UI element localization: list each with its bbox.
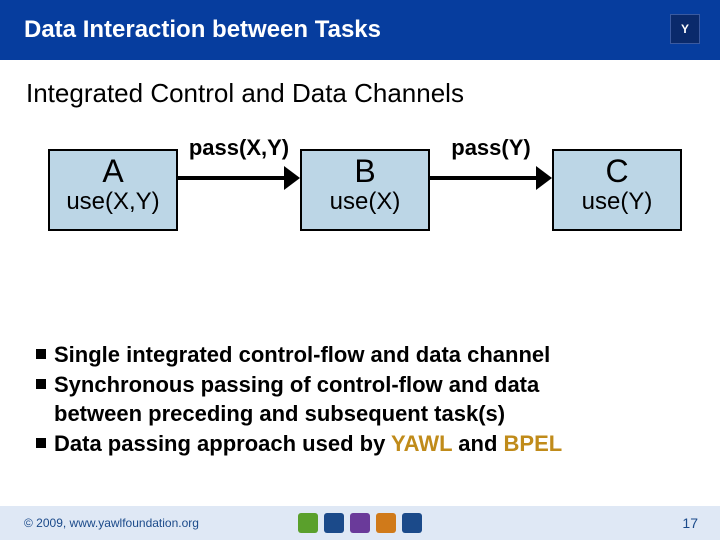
slide-subtitle: Integrated Control and Data Channels xyxy=(0,60,720,109)
node-name: A xyxy=(50,153,176,190)
node-a: Ause(X,Y) xyxy=(48,149,178,231)
node-use: use(Y) xyxy=(554,188,680,216)
edge-b-c: pass(Y) xyxy=(430,163,552,193)
bullet-line: Synchronous passing of control-flow and … xyxy=(36,370,690,400)
page-number: 17 xyxy=(682,515,698,531)
node-use: use(X) xyxy=(302,188,428,216)
slide: Data Interaction between Tasks Y Integra… xyxy=(0,0,720,540)
bullet-marker-icon xyxy=(36,438,46,448)
bullet-line: between preceding and subsequent task(s) xyxy=(36,399,690,429)
node-name: C xyxy=(554,153,680,190)
slide-title: Data Interaction between Tasks xyxy=(24,16,381,44)
node-name: B xyxy=(302,153,428,190)
node-use: use(X,Y) xyxy=(50,188,176,216)
node-b: Buse(X) xyxy=(300,149,430,231)
edge-label: pass(X,Y) xyxy=(178,135,300,161)
edge-label: pass(Y) xyxy=(430,135,552,161)
arrow-head-icon xyxy=(536,166,552,190)
copyright-text: © 2009, www.yawlfoundation.org xyxy=(0,516,199,530)
bullet-marker-icon xyxy=(36,379,46,389)
bullet-line: Single integrated control-flow and data … xyxy=(36,340,690,370)
highlight-yawl: YAWL xyxy=(391,431,452,456)
nav-home-icon[interactable] xyxy=(350,513,370,533)
nav-last-icon[interactable] xyxy=(402,513,422,533)
nav-first-icon[interactable] xyxy=(298,513,318,533)
title-bar: Data Interaction between Tasks Y xyxy=(0,0,720,60)
arrow-line xyxy=(178,176,286,180)
node-c: Cuse(Y) xyxy=(552,149,682,231)
yawl-logo-icon: Y xyxy=(670,14,700,44)
footer-nav-icons xyxy=(298,513,422,533)
arrow-line xyxy=(430,176,538,180)
flow-diagram: Ause(X,Y) Buse(X) Cuse(Y) pass(X,Y) pass(Y) xyxy=(0,139,720,299)
highlight-bpel: BPEL xyxy=(504,431,563,456)
bullet-marker-icon xyxy=(36,349,46,359)
edge-a-b: pass(X,Y) xyxy=(178,163,300,193)
footer-bar: © 2009, www.yawlfoundation.org 17 xyxy=(0,506,720,540)
bullet-line: Data passing approach used by YAWL and B… xyxy=(36,429,690,459)
bullet-list: Single integrated control-flow and data … xyxy=(36,340,690,459)
arrow-head-icon xyxy=(284,166,300,190)
nav-prev-icon[interactable] xyxy=(324,513,344,533)
nav-next-icon[interactable] xyxy=(376,513,396,533)
